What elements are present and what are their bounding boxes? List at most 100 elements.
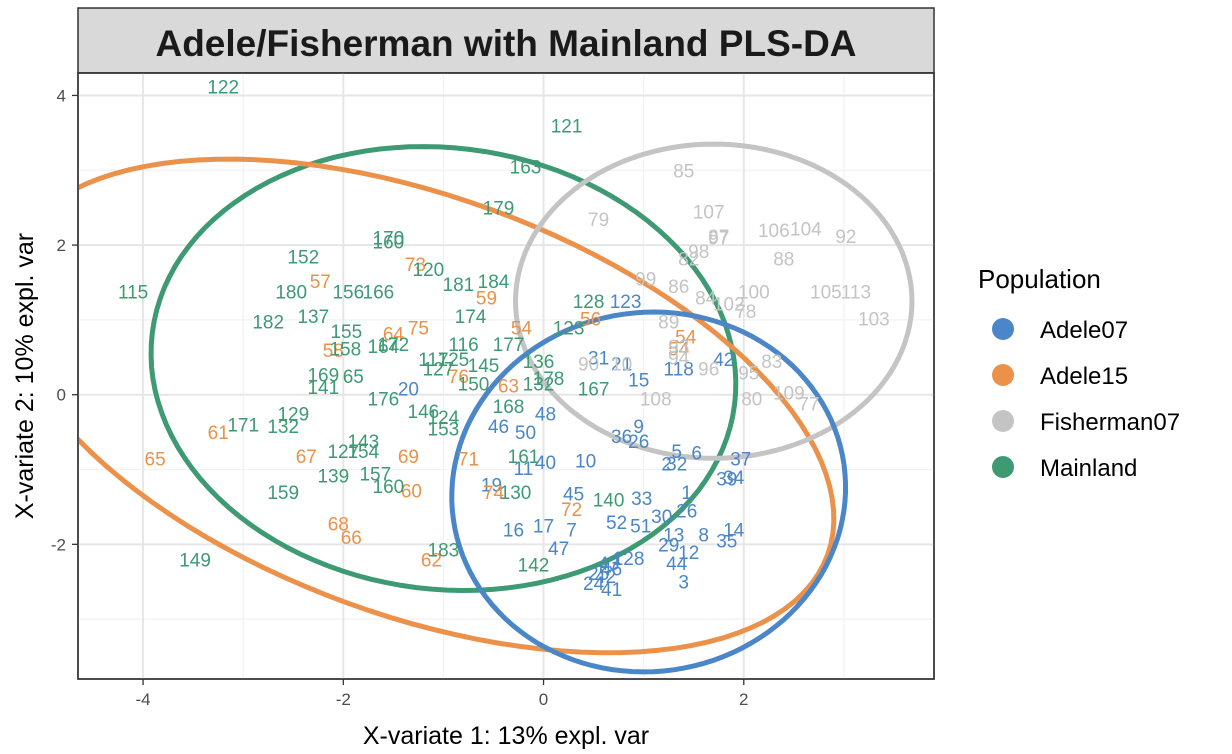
point-label-fisherman07: 82 — [678, 250, 699, 271]
point-label-adele15: 63 — [498, 377, 519, 398]
point-label-adele07: 41 — [601, 580, 622, 601]
point-label-adele07: 118 — [664, 360, 694, 381]
point-label-adele15: 57 — [310, 272, 331, 293]
point-label-adele15: 76 — [448, 367, 469, 388]
point-label-adele07: 19 — [481, 476, 502, 497]
point-label-mainland: 127 — [423, 360, 455, 381]
plot-panel — [77, 72, 935, 680]
point-label-mainland: 160 — [373, 477, 405, 498]
point-label-mainland: 158 — [329, 339, 361, 360]
point-label-adele07: 16 — [503, 520, 524, 541]
point-label-mainland: 146 — [408, 402, 440, 423]
point-label-adele07: 26 — [676, 502, 697, 523]
point-label-adele07: 2 — [661, 455, 672, 476]
point-label-adele07: 36 — [611, 427, 632, 448]
point-label-adele07: 46 — [488, 417, 509, 438]
point-label-adele07: 50 — [515, 423, 536, 444]
point-label-fisherman07: 90 — [578, 354, 599, 375]
point-label-mainland: 123 — [553, 318, 585, 339]
point-label-fisherman07: 89 — [658, 312, 679, 333]
point-label-mainland: 132 — [267, 417, 299, 438]
point-label-fisherman07: 78 — [735, 302, 756, 323]
point-label-adele15: 62 — [421, 550, 442, 571]
point-label-mainland: 178 — [533, 369, 565, 390]
legend-key-mainland — [992, 456, 1014, 478]
point-label-fisherman07: 95 — [738, 363, 759, 384]
point-label-fisherman07: 80 — [741, 389, 762, 410]
legend-label-mainland: Mainland — [1040, 455, 1137, 482]
point-label-adele07: 42 — [713, 350, 734, 371]
point-label-adele07: 14 — [723, 520, 745, 541]
point-label-adele15: 60 — [401, 482, 422, 503]
point-label-adele15: 56 — [580, 309, 601, 330]
point-label-adele07: 40 — [535, 453, 556, 474]
point-label-mainland: 125 — [438, 350, 470, 371]
point-label-mainland: 140 — [593, 490, 625, 511]
point-label-fisherman07: 99 — [635, 270, 656, 291]
point-label-fisherman07: 108 — [640, 389, 672, 410]
point-label-mainland: 166 — [363, 283, 395, 304]
point-label-mainland: 174 — [455, 307, 487, 328]
legend-label-fisherman07: Fisherman07 — [1040, 409, 1180, 436]
point-label-fisherman07: 87 — [708, 227, 729, 248]
point-label-mainland: 160 — [373, 232, 405, 253]
point-label-adele07: 5 — [671, 442, 682, 463]
point-label-adele07: 8 — [698, 526, 709, 547]
point-label-adele15: 73 — [405, 255, 426, 276]
point-label-adele07: 31 — [588, 348, 609, 369]
point-label-mainland: 161 — [508, 447, 540, 468]
point-label-adele07: 3 — [678, 573, 689, 594]
point-label-mainland: 170 — [373, 229, 405, 250]
plot-border — [77, 72, 935, 680]
point-label-fisherman07: 103 — [858, 309, 890, 330]
point-label-mainland: 181 — [443, 275, 475, 296]
point-label-adele15: 66 — [341, 528, 362, 549]
x-tick-label: 0 — [539, 690, 548, 709]
point-label-fisherman07: 106 — [758, 221, 790, 242]
point-label-adele15: 54 — [511, 318, 533, 339]
legend-key-fisherman07 — [992, 410, 1014, 432]
point-label-mainland: 121 — [551, 116, 583, 137]
point-label-adele07: 32 — [666, 455, 687, 476]
point-label-mainland: 149 — [179, 550, 211, 571]
y-axis: -2 0 2 4 — [51, 86, 78, 554]
legend: Population Adele07 Adele15 Fisherman07 Main… — [978, 264, 1180, 482]
point-label-fisherman07: 96 — [698, 360, 719, 381]
point-label-mainland: 169 — [307, 366, 339, 387]
point-label-mainland: 171 — [227, 416, 259, 437]
point-label-mainland: 120 — [413, 260, 445, 281]
ellipse-adele07 — [449, 309, 848, 675]
point-label-mainland: 182 — [252, 312, 284, 333]
point-label-fisherman07: 10 — [611, 354, 632, 375]
x-tick-label: -4 — [136, 690, 151, 709]
point-label-adele07: 7 — [566, 520, 577, 541]
y-tick-label: 0 — [57, 386, 66, 405]
point-label-mainland: 168 — [493, 397, 525, 418]
point-label-adele07: 29 — [658, 535, 679, 556]
point-label-mainland: 115 — [118, 283, 148, 304]
point-label-fisherman07: 105 — [810, 283, 842, 304]
point-label-mainland: 159 — [267, 483, 299, 504]
point-label-adele15: 69 — [398, 447, 419, 468]
point-label-adele07: 52 — [606, 513, 627, 534]
point-label-mainland: 137 — [297, 307, 329, 328]
point-label-adele15: 74 — [483, 483, 505, 504]
point-label-mainland: 153 — [428, 419, 460, 440]
point-label-adele07: 11 — [514, 459, 534, 480]
confidence-ellipses — [78, 141, 915, 675]
point-label-adele15: 71 — [458, 449, 479, 470]
point-label-mainland: 177 — [493, 335, 525, 356]
point-label-adele07: 35 — [716, 532, 737, 553]
point-label-adele07: 128 — [613, 549, 645, 570]
point-label-mainland: 152 — [287, 247, 319, 268]
point-label-mainland: 124 — [428, 408, 460, 429]
point-label-mainland: 139 — [317, 467, 349, 488]
point-label-fisherman07: 98 — [688, 242, 709, 263]
point-label-fisherman07: 86 — [668, 277, 689, 298]
point-label-mainland: 122 — [207, 78, 239, 99]
point-label-adele07: 26 — [628, 432, 649, 453]
legend-key-adele07 — [992, 318, 1014, 340]
point-label-adele15: 59 — [476, 288, 497, 309]
point-label-adele07: 21 — [611, 354, 632, 375]
point-label-fisherman07: 109 — [773, 384, 805, 405]
